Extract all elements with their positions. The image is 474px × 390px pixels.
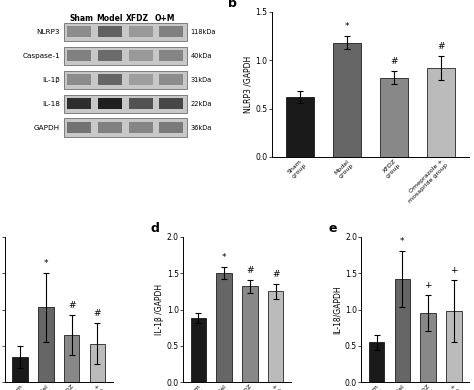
Bar: [98, 98, 122, 109]
Bar: [67, 122, 91, 133]
Y-axis label: IL-1β /GAPDH: IL-1β /GAPDH: [155, 284, 164, 335]
Bar: [159, 122, 183, 133]
Bar: [446, 311, 462, 382]
Bar: [128, 122, 153, 133]
Bar: [420, 313, 436, 382]
Bar: [217, 273, 232, 382]
Bar: [38, 307, 54, 382]
Bar: [98, 26, 122, 37]
Bar: [64, 94, 187, 113]
Bar: [128, 26, 153, 37]
Bar: [380, 78, 408, 157]
Bar: [268, 291, 283, 382]
Bar: [242, 286, 257, 382]
Text: XFDZ: XFDZ: [126, 14, 149, 23]
Text: O+M: O+M: [155, 14, 175, 23]
Text: b: b: [228, 0, 237, 10]
Bar: [90, 344, 105, 382]
Text: Model: Model: [96, 14, 123, 23]
Y-axis label: NLRP3 /GAPDH: NLRP3 /GAPDH: [244, 56, 253, 113]
Bar: [159, 26, 183, 37]
Text: GAPDH: GAPDH: [34, 124, 60, 131]
Bar: [128, 74, 153, 85]
Text: +: +: [424, 281, 432, 290]
Text: NLRP3: NLRP3: [36, 29, 60, 35]
Bar: [67, 74, 91, 85]
Bar: [191, 318, 206, 382]
Bar: [12, 357, 28, 382]
Bar: [64, 119, 187, 136]
Bar: [159, 74, 183, 85]
Text: #: #: [93, 309, 101, 318]
Text: IL-18: IL-18: [42, 101, 60, 106]
Bar: [67, 98, 91, 109]
Text: 40kDa: 40kDa: [191, 53, 212, 58]
Bar: [286, 97, 314, 157]
Text: *: *: [222, 254, 227, 262]
Bar: [64, 335, 79, 382]
Bar: [64, 23, 187, 41]
Bar: [369, 342, 384, 382]
Bar: [67, 26, 91, 37]
Bar: [333, 43, 361, 157]
Bar: [395, 279, 410, 382]
Bar: [64, 46, 187, 65]
Bar: [98, 50, 122, 61]
Text: IL-1β: IL-1β: [42, 76, 60, 83]
Bar: [159, 98, 183, 109]
Text: *: *: [400, 238, 405, 246]
Text: +: +: [450, 266, 457, 275]
Text: #: #: [272, 270, 279, 279]
Y-axis label: IL-18/GAPDH: IL-18/GAPDH: [333, 285, 342, 334]
Text: 36kDa: 36kDa: [191, 124, 212, 131]
Bar: [427, 68, 455, 157]
Text: #: #: [68, 301, 75, 310]
Bar: [159, 50, 183, 61]
Text: #: #: [390, 57, 398, 66]
Text: Sham: Sham: [70, 14, 94, 23]
Text: e: e: [329, 222, 337, 236]
Text: #: #: [438, 42, 445, 51]
Text: Caspase-1: Caspase-1: [22, 53, 60, 58]
Text: 22kDa: 22kDa: [191, 101, 212, 106]
Bar: [128, 98, 153, 109]
Bar: [67, 50, 91, 61]
Bar: [128, 50, 153, 61]
Bar: [98, 74, 122, 85]
Text: 118kDa: 118kDa: [191, 29, 216, 35]
Text: *: *: [345, 22, 349, 31]
Bar: [64, 71, 187, 89]
Text: #: #: [246, 266, 254, 275]
Bar: [98, 122, 122, 133]
Text: d: d: [151, 222, 159, 236]
Text: 31kDa: 31kDa: [191, 76, 212, 83]
Text: *: *: [44, 259, 48, 268]
